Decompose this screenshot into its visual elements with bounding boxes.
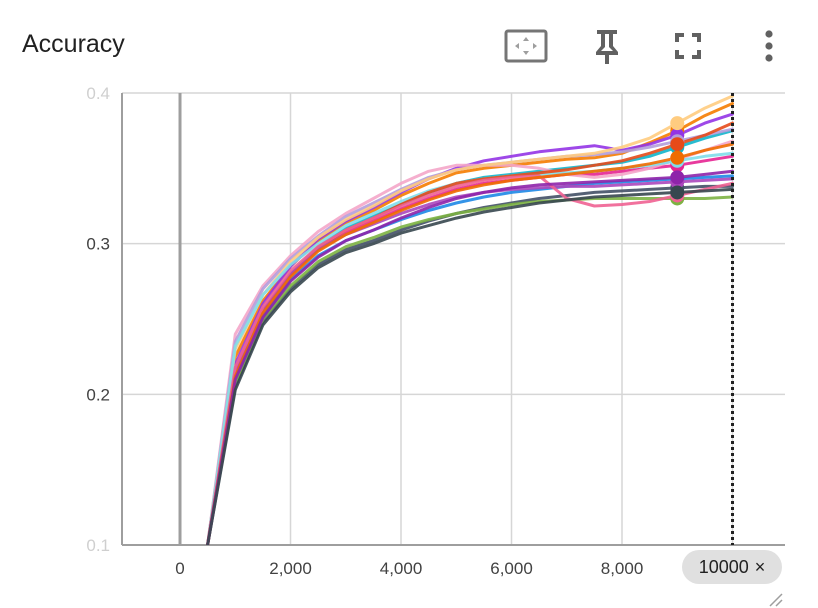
series-line xyxy=(206,195,734,545)
fit-to-data-icon xyxy=(504,29,548,63)
step-chip-label: 10000 xyxy=(698,556,749,577)
y-tick-label: 0.4 xyxy=(86,84,110,103)
series-line xyxy=(206,102,734,545)
series-point xyxy=(670,170,685,185)
x-tick-label: 4,000 xyxy=(380,559,423,578)
series-line xyxy=(206,177,734,545)
pin-icon xyxy=(596,30,618,64)
series-point xyxy=(670,116,685,131)
x-tick-label: 6,000 xyxy=(490,559,533,578)
series-point xyxy=(670,185,685,200)
fullscreen-button[interactable] xyxy=(664,24,712,68)
series-line xyxy=(206,142,734,545)
series-line xyxy=(206,127,734,545)
chart-title: Accuracy xyxy=(22,30,125,58)
y-tick-label: 0.3 xyxy=(86,235,110,254)
series-line xyxy=(206,174,734,545)
more-options-button[interactable] xyxy=(745,24,793,68)
fullscreen-icon xyxy=(675,33,701,59)
more-vert-icon xyxy=(765,30,773,62)
resize-handle-icon[interactable] xyxy=(766,590,784,608)
x-tick-label: 2,000 xyxy=(269,559,312,578)
y-tick-label: 0.2 xyxy=(86,385,110,404)
series-line xyxy=(206,169,734,545)
series-point xyxy=(670,137,685,152)
series-line xyxy=(206,184,734,545)
close-icon[interactable]: × xyxy=(754,556,766,577)
series-point xyxy=(670,150,685,165)
series-line xyxy=(206,139,734,545)
y-tick-label: 0.1 xyxy=(86,536,110,555)
fit-to-data-button[interactable] xyxy=(502,24,550,68)
step-chip[interactable]: 10000 × xyxy=(682,550,782,584)
x-tick-label: 8,000 xyxy=(601,559,644,578)
pin-button[interactable] xyxy=(583,24,631,68)
x-tick-label: 0 xyxy=(175,559,184,578)
series-line xyxy=(206,187,734,545)
series-line xyxy=(206,174,734,545)
series-line xyxy=(206,94,734,545)
